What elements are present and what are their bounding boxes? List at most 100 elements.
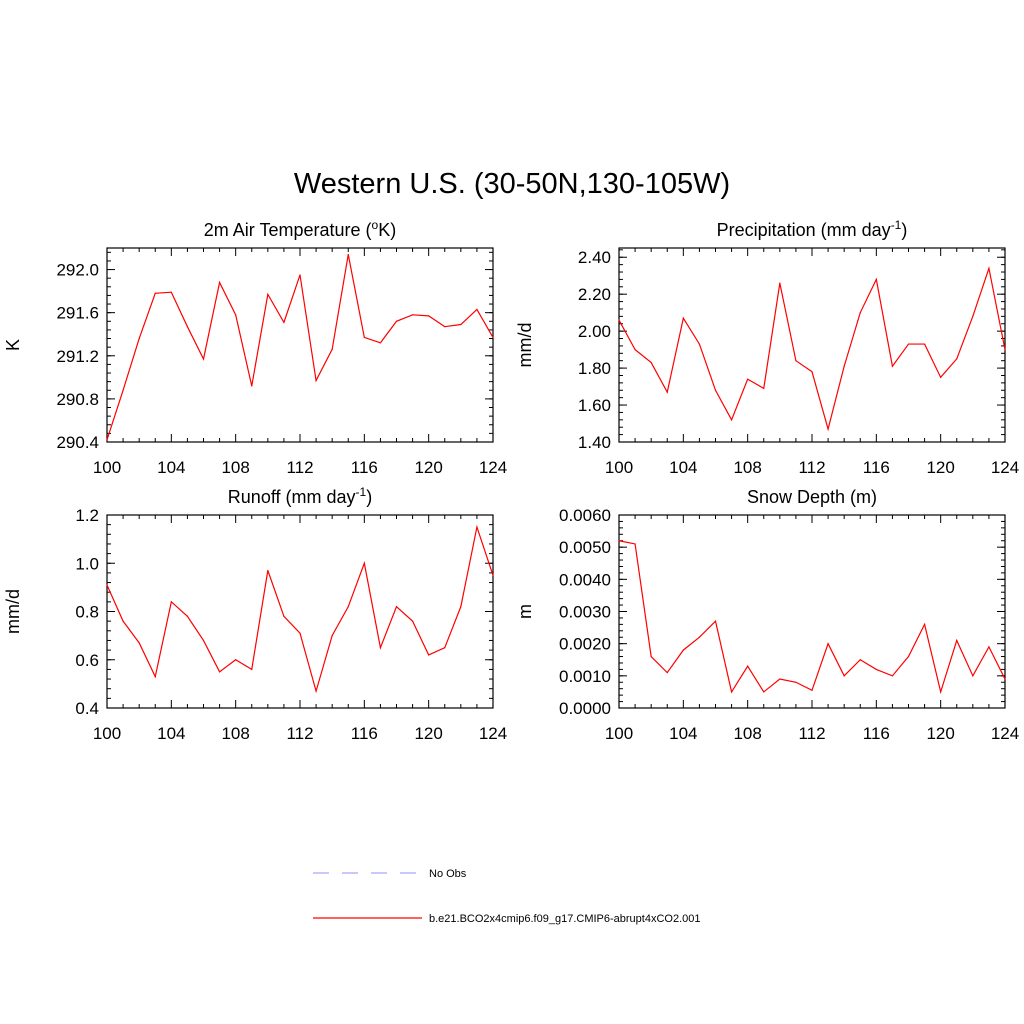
y-tick-label: 292.0: [56, 261, 99, 280]
data-point: [634, 349, 636, 351]
data-point: [650, 655, 652, 658]
legend-label: b.e21.BCO2x4cmip6.f09_g17.CMIP6-abrupt4x…: [429, 913, 701, 925]
y-axis-label: mm/d: [3, 589, 23, 634]
y-axis-label: m: [515, 604, 535, 619]
panel-title-tail: K): [378, 220, 396, 240]
y-tick-label: 291.2: [56, 347, 99, 366]
panel-title-tail: ): [366, 487, 372, 507]
panel-title-superscript: -1: [356, 485, 367, 499]
data-point: [843, 365, 845, 367]
data-point: [363, 336, 365, 339]
data-point: [267, 293, 269, 295]
data-point: [218, 671, 221, 673]
y-tick-label: 0.0020: [559, 635, 611, 654]
data-point: [811, 689, 813, 691]
x-tick-label: 124: [479, 724, 507, 743]
x-tick-label: 112: [798, 724, 825, 743]
data-point: [1004, 678, 1006, 680]
data-point: [827, 428, 829, 430]
data-point: [315, 690, 317, 692]
data-point: [923, 343, 926, 345]
data-point: [666, 391, 668, 393]
legend-item-1: No Obs: [313, 868, 467, 880]
data-point: [460, 323, 462, 326]
panel-title-superscript: -1: [891, 218, 902, 232]
data-point: [235, 314, 237, 316]
x-tick-label: 120: [414, 458, 442, 477]
data-point: [698, 343, 701, 345]
x-tick-label: 104: [669, 724, 697, 743]
data-point: [827, 643, 829, 645]
y-tick-label: 2.00: [578, 322, 611, 341]
data-point: [347, 253, 349, 256]
data-point: [411, 314, 414, 316]
data-point: [106, 439, 108, 441]
data-point: [650, 361, 652, 364]
data-point: [154, 676, 156, 678]
x-tick-label: 104: [669, 458, 697, 477]
x-tick-label: 100: [605, 458, 633, 477]
y-tick-label: 0.0010: [559, 667, 611, 686]
data-point: [779, 282, 781, 284]
data-point: [218, 281, 221, 284]
panel-title: Runoff (mm day-1): [228, 485, 372, 507]
series-line: [618, 540, 1006, 695]
y-tick-label: 291.6: [56, 304, 99, 323]
data-point: [235, 659, 237, 661]
data-point: [492, 336, 494, 339]
data-point: [682, 317, 684, 319]
data-point: [299, 274, 301, 276]
x-tick-label: 112: [798, 458, 825, 477]
data-point: [186, 615, 189, 617]
data-point: [779, 678, 781, 680]
data-point: [618, 319, 620, 321]
data-point: [331, 348, 333, 350]
data-point: [476, 526, 478, 528]
y-tick-label: 1.80: [578, 359, 611, 378]
data-point: [940, 691, 942, 693]
data-point: [170, 601, 172, 603]
data-point: [763, 387, 765, 390]
data-point: [170, 291, 172, 293]
data-point: [379, 647, 382, 649]
data-point: [795, 681, 797, 683]
legend: No Obs b.e21.BCO2x4cmip6.f09_g17.CMIP6-ab…: [313, 868, 701, 925]
data-point: [891, 365, 894, 367]
y-tick-label: 1.40: [578, 433, 611, 452]
data-point: [747, 665, 749, 667]
y-tick-label: 0.4: [75, 699, 99, 718]
x-tick-label: 104: [157, 458, 185, 477]
x-tick-label: 112: [286, 458, 313, 477]
y-tick-label: 0.0000: [559, 699, 611, 718]
data-point: [299, 632, 301, 634]
panel-title-text: Precipitation (mm day: [717, 220, 891, 240]
x-tick-label: 108: [221, 458, 249, 477]
x-tick-label: 120: [414, 724, 442, 743]
data-point: [666, 672, 668, 674]
y-tick-label: 0.0050: [559, 538, 611, 557]
plot-frame: [106, 514, 494, 709]
y-tick-label: 0.0060: [559, 506, 611, 525]
x-tick-label: 120: [926, 458, 954, 477]
data-point: [811, 371, 813, 373]
data-point: [106, 584, 108, 586]
data-point: [714, 389, 717, 391]
data-point: [843, 675, 845, 677]
data-point: [202, 639, 205, 642]
panel-title-superscript: o: [372, 218, 379, 232]
y-tick-label: 1.2: [75, 506, 99, 525]
data-point: [283, 321, 285, 323]
x-tick-label: 120: [926, 724, 954, 743]
data-point: [763, 691, 765, 693]
data-point: [714, 620, 717, 622]
y-tick-label: 0.0040: [559, 570, 611, 589]
y-tick-label: 1.0: [75, 554, 99, 573]
series-line: [618, 265, 1006, 432]
data-point: [363, 562, 365, 564]
y-tick-label: 290.4: [56, 433, 99, 452]
x-tick-label: 124: [991, 458, 1019, 477]
data-point: [138, 337, 140, 340]
y-axis-label: K: [3, 339, 23, 351]
panel-title: Precipitation (mm day-1): [717, 218, 908, 240]
